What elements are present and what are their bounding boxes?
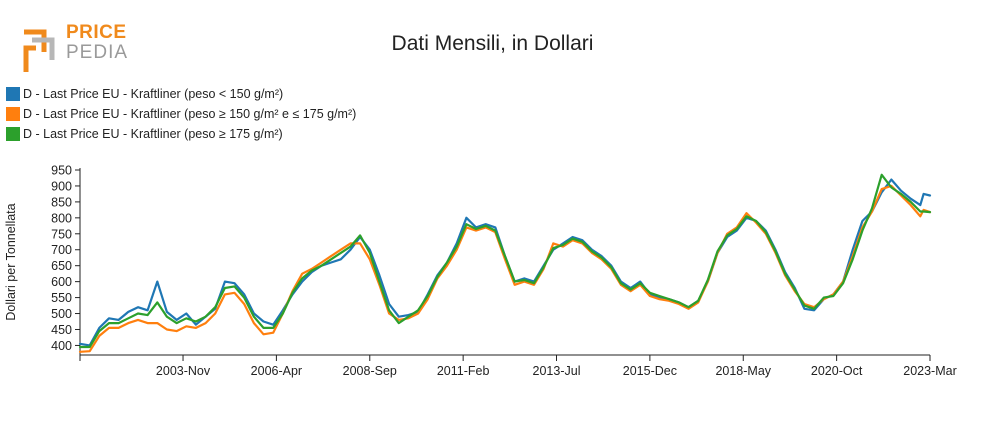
legend-item-series-2[interactable]: D - Last Price EU - Kraftliner (peso ≥ 1… xyxy=(6,104,356,124)
x-tick-label: 2003-Nov xyxy=(156,364,211,378)
logo-text-price: PRICE xyxy=(66,22,127,43)
y-tick-label: 850 xyxy=(51,195,72,209)
pricepedia-logo: PRICE PEDIA xyxy=(18,22,128,74)
legend-swatch-series-2 xyxy=(6,107,20,121)
legend-swatch-series-1 xyxy=(6,87,20,101)
x-tick-label: 2020-Oct xyxy=(811,364,863,378)
legend-item-series-3[interactable]: D - Last Price EU - Kraftliner (peso ≥ 1… xyxy=(6,124,356,144)
legend-label-series-1: D - Last Price EU - Kraftliner (peso < 1… xyxy=(23,87,284,101)
y-tick-label: 750 xyxy=(51,227,72,241)
x-tick-label: 2023-Mar xyxy=(903,364,957,378)
series-line-2 xyxy=(78,184,932,353)
x-axis: 2003-Nov 2006-Apr 2008-Sep 2011-Feb 2013-Jul… xyxy=(79,354,957,378)
y-tick-label: 800 xyxy=(51,211,72,225)
legend-swatch-series-3 xyxy=(6,127,20,141)
y-axis-label: Dollari per Tonnellata xyxy=(4,203,18,320)
legend-item-series-1[interactable]: D - Last Price EU - Kraftliner (peso < 1… xyxy=(6,84,356,104)
y-tick-label: 700 xyxy=(51,243,72,257)
chart-legend: D - Last Price EU - Kraftliner (peso < 1… xyxy=(6,84,356,144)
x-tick-label: 2018-May xyxy=(715,364,771,378)
y-tick-label: 900 xyxy=(51,179,72,193)
series-lines xyxy=(78,173,932,353)
x-tick-label: 2015-Dec xyxy=(623,364,677,378)
pricepedia-logo-mark xyxy=(23,29,55,72)
x-tick-label: 2013-Jul xyxy=(533,364,581,378)
y-tick-label: 400 xyxy=(51,339,72,353)
y-tick-label: 650 xyxy=(51,259,72,273)
x-tick-label: 2006-Apr xyxy=(251,364,302,378)
chart-title: Dati Mensili, in Dollari xyxy=(391,32,594,55)
legend-label-series-2: D - Last Price EU - Kraftliner (peso ≥ 1… xyxy=(23,107,357,121)
legend-label-series-3: D - Last Price EU - Kraftliner (peso ≥ 1… xyxy=(23,127,283,141)
x-tick-label: 2011-Feb xyxy=(437,364,490,378)
y-tick-label: 600 xyxy=(51,275,72,289)
x-tick-label: 2008-Sep xyxy=(343,364,397,378)
y-tick-label: 550 xyxy=(51,291,72,305)
y-tick-label: 500 xyxy=(51,307,72,321)
y-tick-label: 950 xyxy=(51,164,72,178)
series-line-3 xyxy=(78,173,932,349)
y-tick-label: 450 xyxy=(51,323,72,337)
logo-text-pedia: PEDIA xyxy=(66,42,129,63)
